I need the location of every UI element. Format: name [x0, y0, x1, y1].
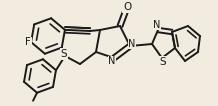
Text: S: S [61, 49, 67, 59]
Text: N: N [128, 39, 136, 49]
Text: N: N [153, 20, 161, 30]
Text: N: N [108, 56, 116, 66]
Text: F: F [25, 37, 31, 47]
Text: S: S [160, 57, 166, 67]
Text: O: O [123, 2, 131, 12]
